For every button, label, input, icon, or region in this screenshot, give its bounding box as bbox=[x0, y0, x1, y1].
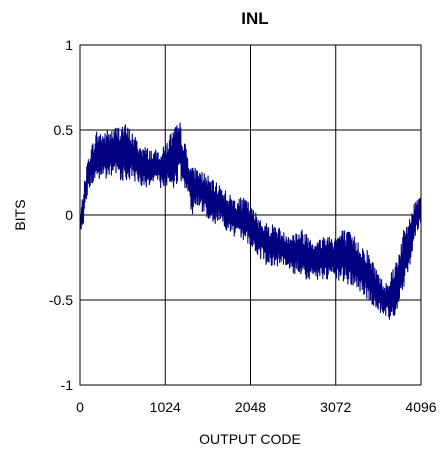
x-tick-label: 3072 bbox=[320, 399, 351, 415]
plot-area-frame bbox=[79, 44, 422, 386]
x-tick-label: 1024 bbox=[150, 399, 181, 415]
y-tick-label: 0 bbox=[65, 207, 73, 223]
inl-series bbox=[79, 122, 422, 320]
x-tick-label: 4096 bbox=[405, 399, 436, 415]
x-tick-label: 0 bbox=[76, 399, 84, 415]
x-tick-label: 2048 bbox=[235, 399, 266, 415]
x-axis-label: OUTPUT CODE bbox=[199, 431, 301, 447]
y-tick-label: -1 bbox=[61, 377, 74, 393]
y-tick-label: -0.5 bbox=[49, 292, 73, 308]
inl-trace bbox=[79, 122, 422, 320]
chart-title: INL bbox=[241, 9, 268, 28]
tick-labels: 0 1024 2048 3072 4096 1 0.5 0 -0.5 -1 bbox=[49, 37, 437, 415]
y-axis-label: BITS bbox=[12, 199, 28, 230]
y-tick-label: 1 bbox=[65, 37, 73, 53]
y-tick-label: 0.5 bbox=[54, 122, 74, 138]
